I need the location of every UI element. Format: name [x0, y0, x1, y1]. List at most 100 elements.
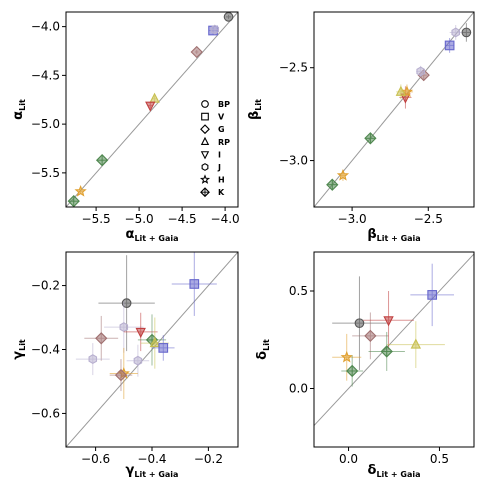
y-tick-label: −5.0: [31, 117, 60, 131]
marker-star: [74, 184, 87, 197]
marker-diamond: [114, 368, 128, 382]
x-axis-subscript: Lit + Gaia: [376, 470, 420, 479]
legend-item-V: V: [201, 113, 225, 122]
marker-diamond: [95, 332, 108, 345]
x-axis-label: αLit + Gaia: [126, 227, 179, 243]
x-tick-label: −0.6: [81, 452, 110, 466]
data-points: [75, 252, 217, 400]
marker-circle: [354, 318, 365, 329]
x-axis-symbol: γ: [126, 463, 135, 478]
y-tick-label: −0.2: [31, 279, 60, 293]
y-tick-label: −4.5: [31, 68, 60, 82]
data-point-RP: [149, 336, 161, 348]
plot-frame: [313, 11, 475, 208]
legend-label: RP: [218, 138, 230, 147]
marker-square: [444, 40, 455, 51]
marker-diamond: [364, 329, 377, 343]
marker-triangle-up: [149, 336, 161, 348]
data-point-H: [340, 350, 353, 363]
marker-triangle-up: [149, 92, 160, 103]
data-point-K: [364, 132, 377, 145]
x-tick-label: −4.5: [168, 212, 197, 226]
x-tick-label: −4.0: [211, 212, 240, 226]
data-point-BP: [223, 12, 234, 22]
marker-circle: [223, 12, 234, 22]
legend-marker-triangle-down: [200, 151, 210, 160]
data-point-J: [133, 355, 143, 366]
legend-label: BP: [218, 100, 230, 109]
legend-label: I: [218, 150, 221, 159]
identity-line: [66, 12, 238, 207]
y-axis-label: δLit: [255, 339, 271, 360]
x-axis-subscript: Lit + Gaia: [134, 470, 178, 479]
x-tick-label: −0.4: [137, 452, 166, 466]
data-point-K: [326, 178, 339, 191]
y-axis-label: αLit: [11, 99, 27, 120]
x-tick-label: −2.5: [414, 212, 443, 226]
legend-marker-triangle-up: [200, 136, 210, 145]
marker-triangle-down: [383, 316, 394, 327]
marker-hexagon: [133, 355, 143, 366]
legend-label: G: [218, 125, 225, 134]
x-axis-symbol: β: [367, 227, 376, 242]
legend-marker-hexagon: [201, 163, 209, 171]
legend-item-K: K: [200, 187, 225, 197]
plot-frame: [65, 11, 239, 208]
x-tick-label: −5.5: [82, 212, 111, 226]
data-point-H: [336, 168, 350, 181]
legend-item-BP: BP: [201, 100, 230, 109]
legend-item-H: H: [199, 174, 225, 185]
data-point-G: [95, 332, 108, 345]
identity-line: [314, 253, 474, 426]
data-point-V: [189, 279, 200, 289]
x-tick-label: −0.2: [194, 452, 223, 466]
y-tick-label: 0.5: [289, 284, 308, 298]
y-axis-subscript: Lit: [18, 339, 27, 351]
legend-item-I: I: [200, 150, 221, 160]
data-point-G: [114, 368, 128, 382]
data-point-BP: [121, 298, 132, 308]
marker-hexagon: [451, 27, 460, 38]
marker-triangle-up: [410, 338, 422, 349]
y-axis-label: βLit: [247, 99, 263, 120]
data-point-BP: [461, 27, 472, 38]
legend-label: J: [217, 163, 221, 172]
x-axis-symbol: α: [126, 227, 135, 242]
data-point-H: [400, 85, 414, 98]
x-tick-label: 0.5: [430, 452, 449, 466]
data-point-K: [95, 154, 109, 167]
marker-square: [189, 279, 200, 289]
x-axis-label: γLit + Gaia: [126, 463, 179, 479]
y-axis-subscript: Lit: [18, 99, 27, 111]
data-point-BP: [354, 318, 365, 329]
legend-marker-star: [199, 174, 211, 184]
x-axis-symbol: δ: [368, 463, 377, 478]
data-point-J: [416, 66, 425, 77]
y-axis-subscript: Lit: [254, 99, 263, 111]
y-axis-symbol: δ: [255, 351, 270, 360]
x-axis-label: δLit + Gaia: [368, 463, 421, 479]
data-point-J: [119, 322, 129, 333]
y-axis-subscript: Lit: [262, 339, 271, 351]
y-tick-label: −0.6: [31, 406, 60, 420]
y-tick-label: −3.0: [279, 154, 308, 168]
data-point-J: [88, 354, 98, 365]
marker-hexagon: [119, 322, 129, 333]
data-point-K: [380, 345, 393, 358]
y-axis-symbol: γ: [11, 351, 26, 360]
y-tick-label: −5.5: [31, 166, 60, 180]
x-tick-label: −5.0: [125, 212, 154, 226]
marker-triangle-down: [145, 101, 156, 112]
data-point-G: [364, 329, 377, 343]
legend-marker-diamond: [200, 124, 210, 135]
marker-star: [340, 350, 353, 363]
data-points: [326, 23, 472, 191]
y-tick-label: 0.0: [289, 382, 308, 396]
legend-label: K: [218, 188, 225, 197]
marker-square: [427, 290, 438, 300]
